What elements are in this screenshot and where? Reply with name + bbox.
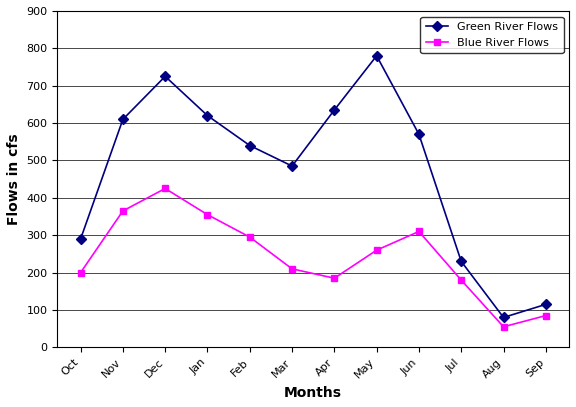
Green River Flows — [500, 315, 507, 320]
Line: Blue River Flows: Blue River Flows — [77, 185, 550, 330]
X-axis label: Months: Months — [284, 386, 342, 400]
Blue River Flows — [119, 208, 126, 213]
Green River Flows — [289, 164, 295, 168]
Blue River Flows — [289, 267, 295, 271]
Green River Flows — [415, 132, 422, 137]
Blue River Flows — [543, 313, 550, 318]
Legend: Green River Flows, Blue River Flows: Green River Flows, Blue River Flows — [420, 17, 563, 53]
Blue River Flows — [331, 276, 338, 281]
Blue River Flows — [500, 324, 507, 329]
Blue River Flows — [415, 229, 422, 234]
Green River Flows — [543, 302, 550, 307]
Blue River Flows — [458, 278, 465, 282]
Blue River Flows — [247, 235, 253, 240]
Green River Flows — [458, 259, 465, 264]
Green River Flows — [331, 107, 338, 112]
Green River Flows — [77, 236, 84, 241]
Green River Flows — [204, 113, 211, 118]
Blue River Flows — [77, 270, 84, 275]
Y-axis label: Flows in cfs: Flows in cfs — [7, 133, 21, 225]
Green River Flows — [162, 74, 169, 79]
Green River Flows — [247, 143, 253, 148]
Green River Flows — [373, 53, 380, 58]
Blue River Flows — [162, 186, 169, 191]
Green River Flows — [119, 117, 126, 122]
Line: Green River Flows: Green River Flows — [77, 53, 550, 321]
Blue River Flows — [204, 212, 211, 217]
Blue River Flows — [373, 248, 380, 253]
